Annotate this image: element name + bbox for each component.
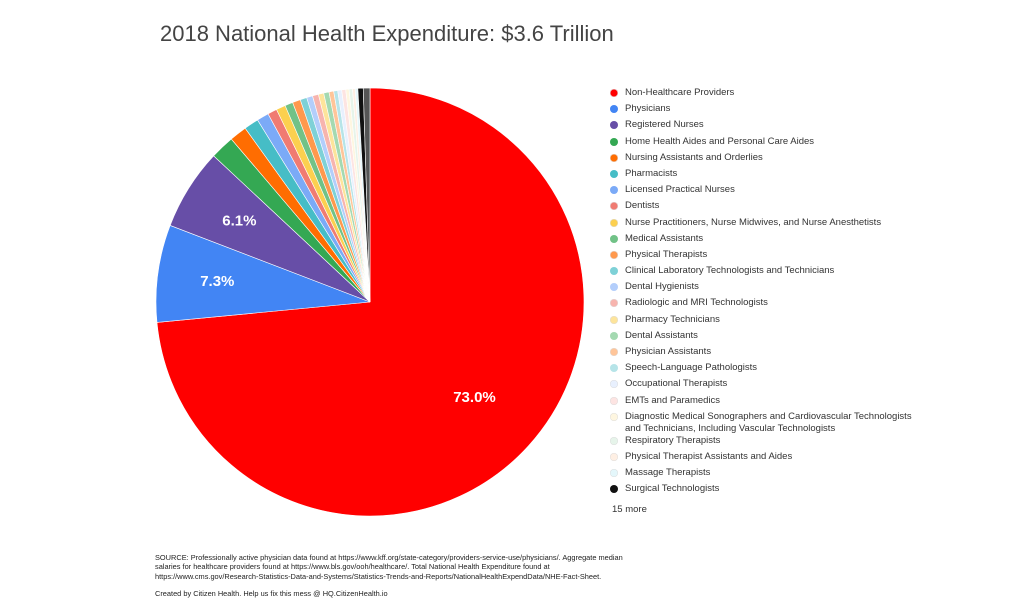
legend-label: Physical Therapists (625, 248, 708, 260)
legend-swatch (610, 89, 618, 97)
legend-swatch (610, 348, 618, 356)
legend-label: Surgical Technologists (625, 483, 720, 495)
legend-item: Diagnostic Medical Sonographers and Card… (610, 411, 930, 435)
legend-item: Registered Nurses (610, 119, 930, 135)
legend-label: Physical Therapist Assistants and Aides (625, 450, 793, 462)
legend-label: Registered Nurses (625, 119, 704, 131)
legend-swatch (610, 299, 618, 308)
legend-item: Physicians (610, 103, 930, 119)
legend-swatch (610, 452, 618, 461)
legend-swatch (610, 169, 618, 178)
legend-item: Radiologic and MRI Technologists (610, 297, 930, 313)
legend-item: Respiratory Therapists (610, 435, 930, 451)
legend-swatch (610, 218, 618, 227)
legend-swatch (610, 267, 618, 276)
legend-swatch (610, 331, 618, 340)
chart-title: 2018 National Health Expenditure: $3.6 T… (160, 21, 614, 46)
legend-swatch (610, 485, 618, 494)
legend-item: Physical Therapist Assistants and Aides (610, 451, 930, 467)
legend-swatch (610, 202, 618, 211)
legend-label: EMTs and Paramedics (625, 394, 721, 406)
legend-label: Medical Assistants (625, 232, 704, 244)
legend-label: Nurse Practitioners, Nurse Midwives, and… (625, 216, 882, 228)
legend-swatch (610, 186, 618, 195)
legend-item: EMTs and Paramedics (610, 395, 930, 411)
legend-swatch (610, 436, 618, 445)
legend-label: Pharmacists (625, 167, 678, 179)
legend-item: Speech-Language Pathologists (610, 362, 930, 378)
legend-label: Diagnostic Medical Sonographers and Card… (625, 410, 912, 434)
legend-swatch (610, 469, 618, 478)
legend-item: Licensed Practical Nurses (610, 184, 930, 200)
legend-swatch (610, 121, 618, 130)
credit-note: Created by Citizen Health. Help us fix t… (155, 589, 388, 598)
pie-slice (156, 87, 585, 517)
legend-item: Home Health Aides and Personal Care Aide… (610, 136, 930, 152)
source-note: SOURCE: Professionally active physician … (155, 553, 623, 581)
legend-label: Massage Therapists (625, 467, 711, 479)
legend-item: Dental Assistants (610, 330, 930, 346)
legend-item: Non-Healthcare Providers (610, 87, 930, 103)
legend-swatch (610, 137, 618, 146)
legend-swatch (610, 234, 618, 243)
legend-swatch (610, 105, 618, 114)
legend-swatch (610, 283, 618, 292)
legend-item: Dental Hygienists (610, 281, 930, 297)
pie-slice (155, 225, 371, 323)
legend-label: Clinical Laboratory Technologists and Te… (625, 265, 835, 277)
legend-label: Speech-Language Pathologists (625, 362, 758, 374)
legend-label: Home Health Aides and Personal Care Aide… (625, 135, 815, 147)
legend-item: Occupational Therapists (610, 378, 930, 394)
legend-label: Physician Assistants (625, 346, 712, 357)
legend-swatch (610, 380, 618, 389)
legend-label: Dental Hygienists (625, 281, 699, 293)
legend-label: Occupational Therapists (625, 378, 728, 390)
legend-item: Nurse Practitioners, Nurse Midwives, and… (610, 217, 930, 233)
legend-label: Physicians (625, 103, 671, 115)
legend-label: Respiratory Therapists (625, 434, 721, 446)
pie-data-label: 6.1% (222, 212, 256, 229)
pie-data-label: 7.3% (200, 273, 234, 290)
legend-swatch (610, 315, 618, 324)
chart-legend: Non-Healthcare Providers Physicians Regist… (610, 87, 930, 500)
legend-swatch (610, 364, 618, 373)
legend-more-link[interactable]: 15 more (612, 504, 647, 515)
legend-item: Medical Assistants (610, 233, 930, 249)
legend-label: Dentists (625, 200, 660, 212)
legend-label: Non-Healthcare Providers (625, 87, 735, 98)
legend-item: Surgical Technologists (610, 483, 930, 499)
legend-label: Pharmacy Technicians (625, 313, 720, 325)
legend-label: Licensed Practical Nurses (625, 184, 735, 196)
legend-item: Clinical Laboratory Technologists and Te… (610, 265, 930, 281)
legend-label: Radiologic and MRI Technologists (625, 297, 768, 309)
legend-item: Dentists (610, 200, 930, 216)
legend-swatch (610, 153, 618, 162)
legend-item: Massage Therapists (610, 467, 930, 483)
pie-data-label: 73.0% (453, 389, 496, 406)
pie-slice (362, 87, 371, 303)
legend-item: Pharmacists (610, 168, 930, 184)
legend-label: Nursing Assistants and Orderlies (625, 151, 763, 163)
legend-item: Nursing Assistants and Orderlies (610, 152, 930, 168)
legend-swatch (610, 412, 618, 421)
legend-item: Physical Therapists (610, 249, 930, 265)
legend-item: Physician Assistants (610, 346, 930, 362)
legend-item: Pharmacy Technicians (610, 314, 930, 330)
legend-swatch (610, 250, 618, 259)
legend-label: Dental Assistants (625, 329, 698, 341)
legend-swatch (610, 396, 618, 405)
